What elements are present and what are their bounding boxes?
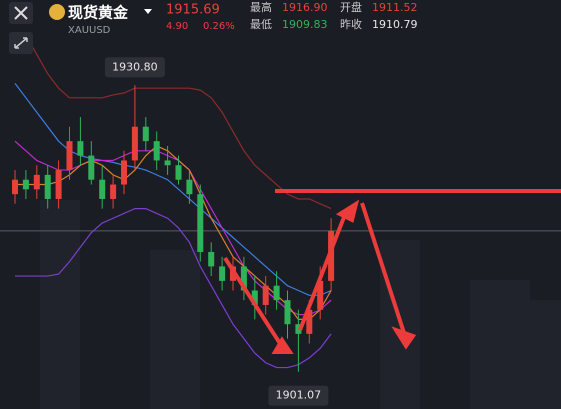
candle-body bbox=[186, 179, 193, 195]
expand-button[interactable] bbox=[9, 32, 33, 54]
candle-body bbox=[33, 174, 40, 190]
candle-body bbox=[175, 165, 182, 180]
candle-body bbox=[55, 170, 62, 199]
stat-label: 开盘 bbox=[340, 0, 362, 14]
stat-value: 1909.83 bbox=[282, 18, 328, 31]
candle-body bbox=[306, 309, 313, 334]
close-button[interactable] bbox=[9, 2, 33, 24]
stat-label: 最高 bbox=[250, 0, 272, 14]
extreme-label: 1901.07 bbox=[276, 389, 322, 402]
candle-body bbox=[110, 184, 117, 199]
price: 1915.69 bbox=[166, 3, 220, 18]
extreme-label: 1930.80 bbox=[112, 60, 158, 73]
candle-body bbox=[208, 251, 215, 267]
candle-body bbox=[317, 280, 324, 310]
candle-body bbox=[66, 141, 73, 171]
candle-body bbox=[142, 126, 149, 142]
header-bar bbox=[0, 0, 561, 40]
dropdown-caret[interactable] bbox=[144, 9, 152, 14]
candle-body bbox=[88, 155, 95, 180]
candle-body bbox=[164, 160, 171, 166]
indicator-line bbox=[14, 15, 332, 210]
stat-value: 1911.52 bbox=[372, 1, 418, 14]
extreme-label-box bbox=[104, 57, 165, 78]
candle-body bbox=[251, 290, 258, 305]
drawn-arrows bbox=[223, 199, 417, 354]
stats: 最高 1916.90 开盘 1911.52 最低 1909.83 昨收 1910… bbox=[250, 0, 418, 31]
instrument-name[interactable]: 现货黄金 bbox=[68, 4, 129, 22]
candle-body bbox=[153, 141, 160, 161]
candle-body bbox=[328, 230, 335, 281]
candle-body bbox=[219, 266, 226, 281]
plot: 1930.80 1901.07 bbox=[0, 15, 561, 406]
candle-body bbox=[44, 174, 51, 199]
candle-body bbox=[99, 179, 106, 199]
candle-body bbox=[262, 285, 269, 305]
candle-body bbox=[284, 300, 291, 325]
candle-body bbox=[131, 126, 138, 161]
stat-value: 1916.90 bbox=[282, 1, 328, 14]
skyline bbox=[40, 200, 561, 409]
candle-body bbox=[12, 179, 18, 195]
gold-icon bbox=[49, 4, 65, 20]
stat-label: 最低 bbox=[250, 18, 272, 31]
candle-body bbox=[197, 194, 204, 252]
candle-body bbox=[121, 160, 127, 185]
candle-body bbox=[77, 141, 84, 156]
candle-body bbox=[240, 266, 247, 291]
candle-body bbox=[273, 285, 280, 301]
change-pct: 0.26% bbox=[203, 21, 235, 32]
extreme-label-box bbox=[268, 385, 329, 406]
stat-label: 昨收 bbox=[340, 17, 362, 31]
change: 4.90 bbox=[166, 21, 188, 32]
indicator-line bbox=[15, 208, 332, 369]
candle-body bbox=[22, 179, 29, 190]
stat-value: 1910.79 bbox=[372, 18, 418, 31]
symbol: XAUUSD bbox=[68, 25, 111, 36]
